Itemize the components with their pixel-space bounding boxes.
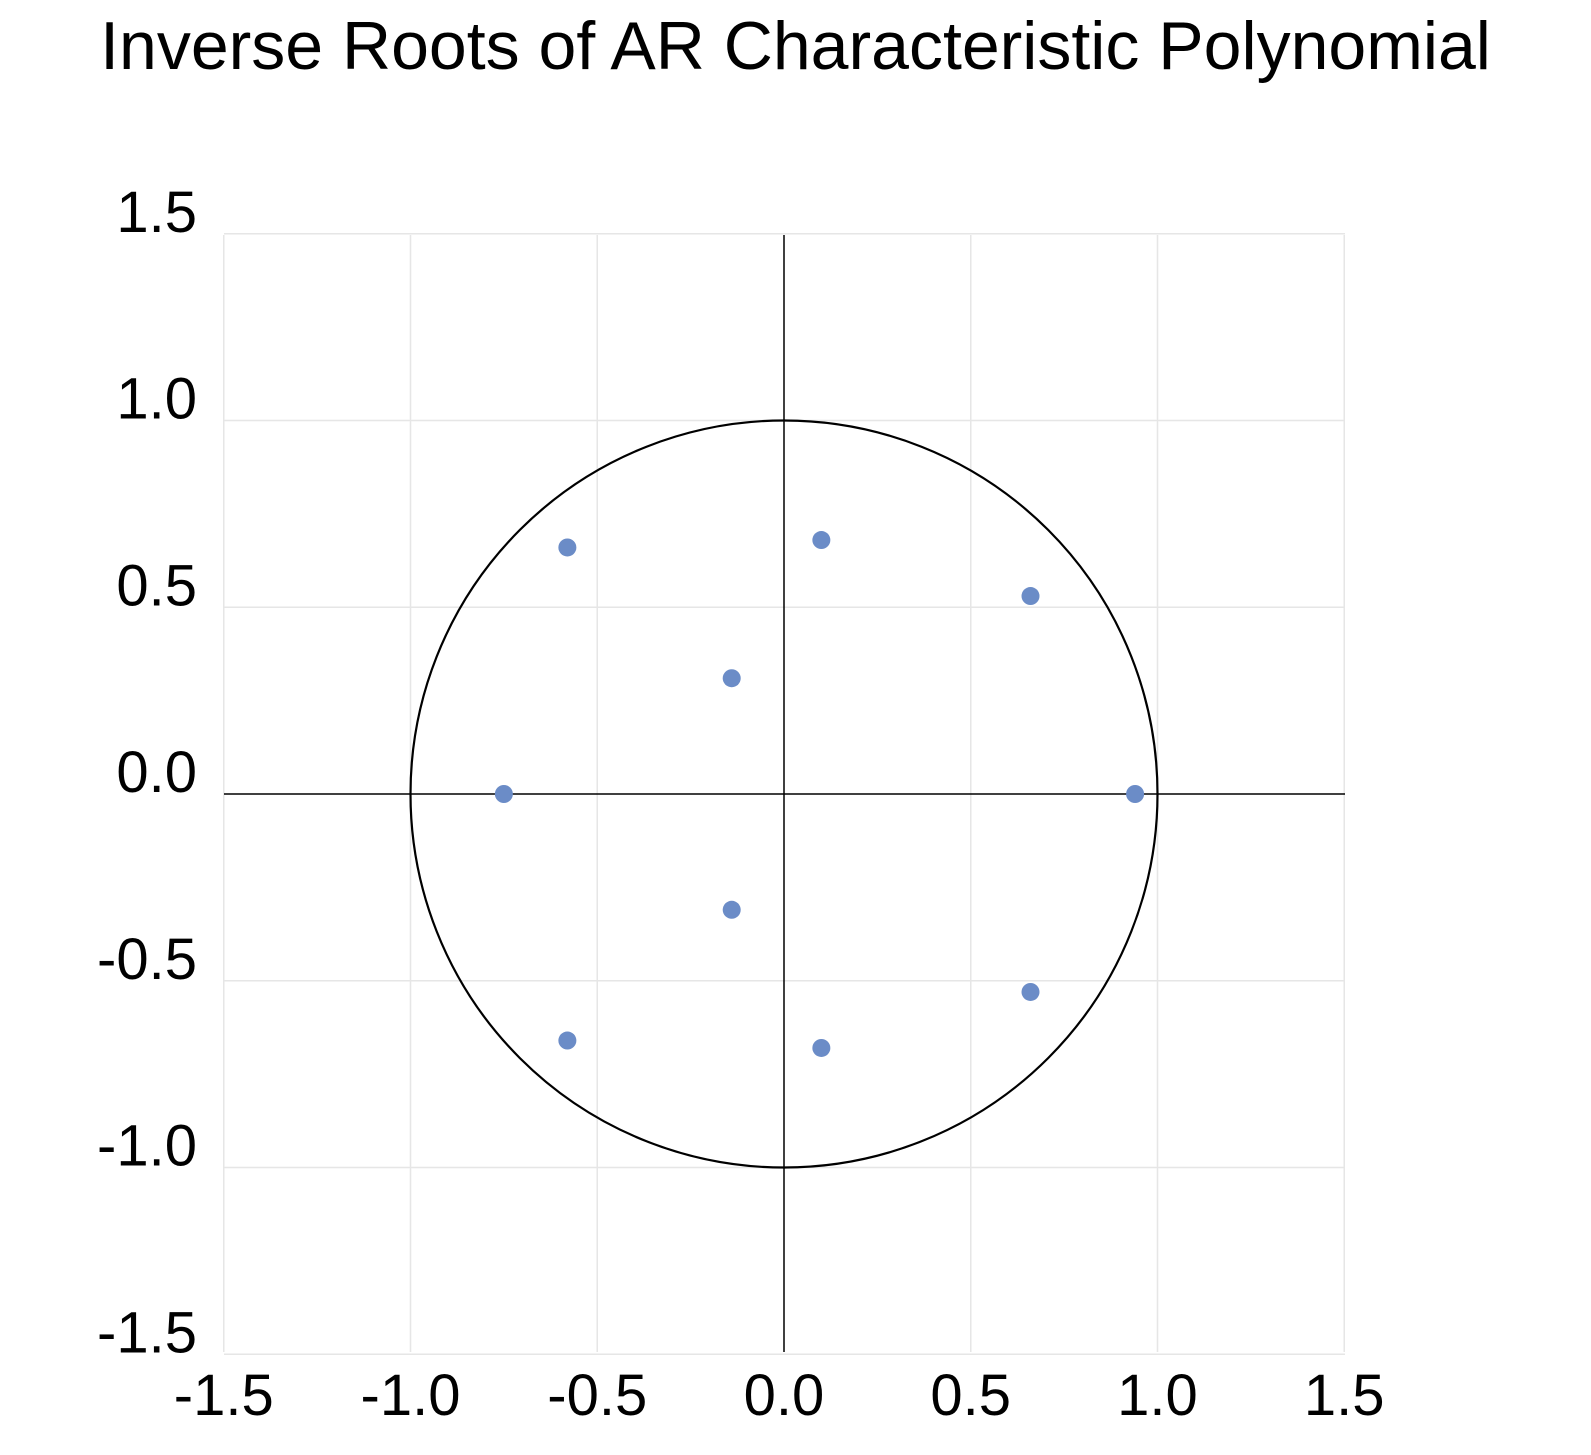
y-tick-label: -1.0 xyxy=(97,1114,197,1179)
y-tick-label: 1.5 xyxy=(116,180,197,245)
data-point xyxy=(1021,982,1040,1001)
axes xyxy=(224,235,1345,1352)
data-points xyxy=(494,531,1145,1057)
data-point xyxy=(558,1031,577,1050)
data-point xyxy=(1021,587,1040,606)
x-tick-label: 1.0 xyxy=(1117,1363,1198,1428)
unit-circle xyxy=(409,419,1159,1169)
data-point xyxy=(812,531,831,550)
y-tick-label: -0.5 xyxy=(97,927,197,992)
x-tick-label: 0.5 xyxy=(930,1363,1011,1428)
data-point xyxy=(558,538,577,557)
chart-title: Inverse Roots of AR Characteristic Polyn… xyxy=(100,8,1491,84)
x-tick-label: -0.5 xyxy=(547,1363,647,1428)
data-point xyxy=(812,1038,831,1057)
x-tick-label: 1.5 xyxy=(1304,1363,1385,1428)
x-tick-labels: -1.5 -1.0 -0.5 0.0 0.5 1.0 1.5 xyxy=(174,1363,1385,1428)
y-tick-labels: 1.5 1.0 0.5 0.0 -0.5 -1.0 -1.5 xyxy=(97,180,197,1366)
y-tick-label: 0.5 xyxy=(116,553,197,618)
y-tick-label: -1.5 xyxy=(97,1300,197,1365)
x-tick-label: -1.0 xyxy=(361,1363,461,1428)
data-point xyxy=(494,785,513,803)
y-tick-label: 0.0 xyxy=(116,740,197,805)
data-point xyxy=(722,669,741,688)
x-tick-label: -1.5 xyxy=(174,1363,274,1428)
y-tick-label: 1.0 xyxy=(116,367,197,432)
data-point xyxy=(1126,785,1145,803)
x-tick-label: 0.0 xyxy=(744,1363,825,1428)
data-point xyxy=(722,900,741,919)
